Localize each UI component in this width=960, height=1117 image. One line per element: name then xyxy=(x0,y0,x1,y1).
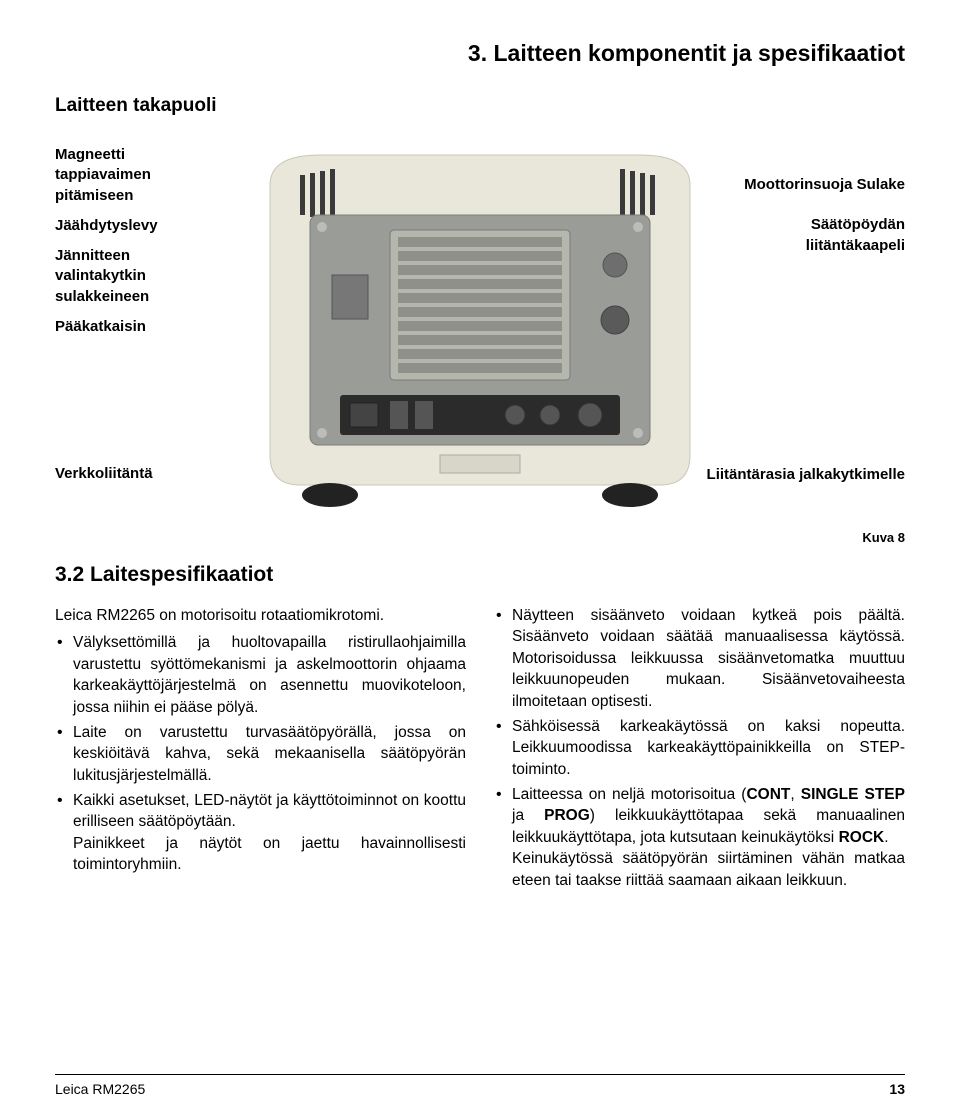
list-item: Näytteen sisäänveto voidaan kytkeä pois … xyxy=(494,605,905,712)
foot-right xyxy=(602,483,658,507)
list-item: Laitteessa on neljä motorisoitua (CONT, … xyxy=(494,784,905,891)
screw xyxy=(633,222,643,232)
diagram-right-labels: Moottorinsuoja Sulake Säätöpöydän liitän… xyxy=(735,175,905,276)
footer-rule xyxy=(55,1074,905,1075)
switch-block xyxy=(390,401,408,429)
foot-left xyxy=(302,483,358,507)
subtitle: Laitteen takapuoli xyxy=(55,95,905,117)
body-columns: Leica RM2265 on motorisoitu rotaatiomikr… xyxy=(55,605,905,895)
screw xyxy=(317,222,327,232)
port xyxy=(505,405,525,425)
cable-port xyxy=(601,306,629,334)
port xyxy=(540,405,560,425)
footer-model: Leica RM2265 xyxy=(55,1081,145,1097)
label-voltage-selector: Jännitteen valintakytkin sulakkeineen xyxy=(55,246,215,307)
list-item: Kaikki asetukset, LED-näytöt ja käyttöto… xyxy=(55,790,466,876)
diagram-left-labels: Magneetti tappiavaimen pitämiseen Jäähdy… xyxy=(55,145,215,347)
label-heatsink: Jäähdytyslevy xyxy=(55,216,215,236)
screw xyxy=(633,428,643,438)
intro-text: Leica RM2265 on motorisoitu rotaatiomikr… xyxy=(55,605,466,626)
voltage-selector xyxy=(332,275,368,319)
figure-label: Kuva 8 xyxy=(862,530,905,545)
section-title: 3. Laitteen komponentit ja spesifikaatio… xyxy=(55,40,905,67)
label-control-cable: Säätöpöydän liitäntäkaapeli xyxy=(735,215,905,256)
list-item: Sähköisessä karkeakäytössä on kaksi nope… xyxy=(494,716,905,780)
label-mains: Verkkoliitäntä xyxy=(55,465,153,482)
label-main-switch: Pääkatkaisin xyxy=(55,317,215,337)
column-right: Näytteen sisäänveto voidaan kytkeä pois … xyxy=(494,605,905,895)
device-photo xyxy=(240,145,720,525)
list-item: Laite on varustettu turvasäätöpyörällä, … xyxy=(55,722,466,786)
list-item: Välyksettömillä ja huoltovapailla ristir… xyxy=(55,632,466,718)
label-footswitch: Liitäntärasia jalkakytkimelle xyxy=(707,465,905,485)
spec-heading: 3.2 Laitespesifikaatiot xyxy=(55,563,905,587)
footswitch-port xyxy=(578,403,602,427)
right-list: Näytteen sisäänveto voidaan kytkeä pois … xyxy=(494,605,905,891)
diagram-area: Magneetti tappiavaimen pitämiseen Jäähdy… xyxy=(55,145,905,545)
nameplate xyxy=(440,455,520,473)
column-left: Leica RM2265 on motorisoitu rotaatiomikr… xyxy=(55,605,466,895)
motor-fuse xyxy=(603,253,627,277)
switch-block xyxy=(415,401,433,429)
screw xyxy=(317,428,327,438)
left-list: Välyksettömillä ja huoltovapailla ristir… xyxy=(55,632,466,875)
label-magnet: Magneetti tappiavaimen pitämiseen xyxy=(55,145,215,206)
page-footer: Leica RM2265 13 xyxy=(55,1074,905,1097)
footer-page-number: 13 xyxy=(889,1081,905,1097)
label-motor-fuse: Moottorinsuoja Sulake xyxy=(735,175,905,195)
mains-socket xyxy=(350,403,378,427)
